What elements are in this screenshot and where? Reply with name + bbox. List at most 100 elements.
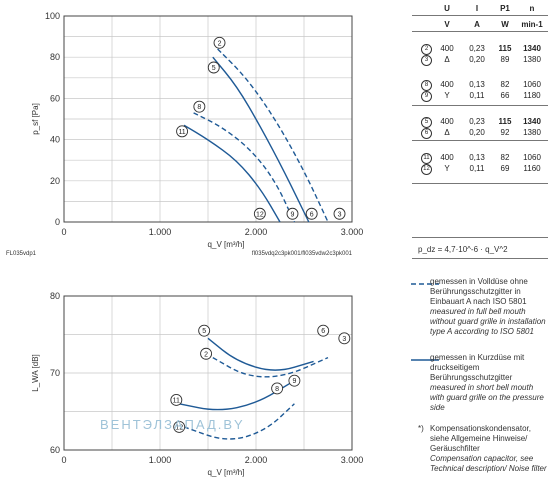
marker-label: 6 bbox=[321, 328, 325, 335]
curve-marker-9: 9 bbox=[288, 374, 301, 387]
legend-dashed-de: gemessen in Volldüse ohne Berührungsschu… bbox=[430, 277, 528, 306]
table-cell: 1060 bbox=[523, 153, 541, 162]
watermark: ВЕНТЭЛЗАПАД.BY bbox=[100, 417, 245, 432]
unit-i: A bbox=[474, 20, 480, 29]
row-marker-circle: 5 bbox=[421, 117, 432, 128]
curve-marker-2: 2 bbox=[213, 36, 226, 49]
table-cell: 0,13 bbox=[469, 80, 485, 89]
table-cell: 115 bbox=[498, 117, 512, 126]
y-tick-label: 100 bbox=[45, 11, 60, 21]
table-row: 9 Y 0,11 66 1180 bbox=[412, 91, 548, 102]
marker-label: 3 bbox=[338, 211, 342, 218]
curve-marker-3: 3 bbox=[338, 332, 351, 345]
unit-p1: W bbox=[501, 20, 509, 29]
table-cell: Δ bbox=[444, 128, 450, 137]
table-row: 5 400 0,23 115 1340 bbox=[412, 117, 548, 128]
curve-marker-9: 9 bbox=[286, 207, 299, 220]
y-tick-label: 40 bbox=[50, 135, 60, 145]
table-cell: 400 bbox=[440, 117, 454, 126]
row-marker-circle: 3 bbox=[421, 55, 432, 66]
legend-note-de: Kompensationskondensator, siehe Allgemei… bbox=[430, 424, 531, 453]
marker-label: 5 bbox=[212, 65, 216, 72]
pressure-formula: p_dz = 4,7·10^-6 · q_V^2 bbox=[418, 245, 508, 254]
header-n: n bbox=[529, 4, 535, 13]
marker-label: 3 bbox=[342, 336, 346, 343]
table-cell: Y bbox=[444, 164, 450, 173]
y-tick-label: 20 bbox=[50, 176, 60, 186]
marker-circle bbox=[338, 332, 351, 345]
marker-label: 5 bbox=[202, 328, 206, 335]
table-cell: 400 bbox=[440, 153, 454, 162]
y-tick-label: 70 bbox=[50, 368, 60, 378]
table-cell: 115 bbox=[498, 44, 512, 53]
row-marker-circle: 12 bbox=[421, 164, 432, 175]
marker-circle bbox=[170, 393, 183, 406]
table-cell: Δ bbox=[444, 55, 450, 64]
header-p1: P1 bbox=[500, 4, 510, 13]
dashed-line-sample bbox=[411, 283, 439, 285]
curve-marker-2: 2 bbox=[200, 347, 213, 360]
table-cell: 0,11 bbox=[469, 91, 485, 100]
marker-circle bbox=[305, 207, 318, 220]
y-axis-label: L_WA [dB] bbox=[31, 354, 40, 392]
marker-circle bbox=[317, 324, 330, 337]
table-cell: 400 bbox=[440, 80, 454, 89]
table-cell: 1160 bbox=[523, 164, 541, 173]
x-axis-label: q_V [m³/h] bbox=[208, 240, 245, 249]
y-tick-label: 0 bbox=[55, 217, 60, 227]
table-cell: Y bbox=[444, 91, 450, 100]
marker-label: 2 bbox=[204, 351, 208, 358]
curve-marker-12: 12 bbox=[253, 207, 266, 220]
table-units-row: V A W min-1 bbox=[412, 20, 548, 30]
x-tick-label: 2.000 bbox=[245, 455, 268, 465]
chart-code-right: fl035vdq2c3pk001/fl035vdw2c3pk001 bbox=[252, 251, 353, 257]
row-marker-circle: 11 bbox=[421, 153, 432, 164]
x-tick-label: 1.000 bbox=[149, 455, 172, 465]
marker-circle bbox=[288, 374, 301, 387]
solid-line-sample bbox=[411, 359, 439, 361]
x-tick-label: 3.000 bbox=[341, 455, 364, 465]
legend-solid: gemessen in Kurzdüse mit druckseitigem B… bbox=[430, 353, 548, 413]
legend-dashed: gemessen in Volldüse ohne Berührungsschu… bbox=[430, 277, 548, 337]
marker-circle bbox=[213, 36, 226, 49]
table-cell: 0,11 bbox=[469, 164, 485, 173]
table-cell: 0,13 bbox=[469, 153, 485, 162]
legend-solid-en: measured in short bell mouth with guard … bbox=[430, 383, 544, 412]
unit-n: min-1 bbox=[521, 20, 543, 29]
marker-circle bbox=[271, 382, 284, 395]
x-axis-label: q_V [m³/h] bbox=[208, 468, 245, 477]
plot-frame bbox=[63, 295, 353, 451]
series-line-5 bbox=[212, 56, 310, 223]
table-cell: 1380 bbox=[523, 55, 541, 64]
table-cell: 0,23 bbox=[469, 44, 485, 53]
x-tick-label: 0 bbox=[61, 455, 66, 465]
marker-label: 9 bbox=[291, 211, 295, 218]
table-row: 2 400 0,23 115 1340 bbox=[412, 44, 548, 55]
legend-note: Kompensationskondensator, siehe Allgemei… bbox=[430, 424, 548, 474]
series-line-12-8 bbox=[183, 403, 295, 440]
marker-circle bbox=[200, 347, 213, 360]
table-row: 3 Δ 0,20 89 1380 bbox=[412, 55, 548, 66]
marker-label: 12 bbox=[256, 211, 264, 218]
table-cell: 66 bbox=[500, 91, 510, 100]
curve-marker-11: 11 bbox=[176, 125, 189, 138]
curve-marker-8: 8 bbox=[271, 382, 284, 395]
marker-circle bbox=[333, 207, 346, 220]
table-cell: 1340 bbox=[523, 117, 541, 126]
table-cell: 0,20 bbox=[469, 55, 485, 64]
table-row: 8 400 0,13 82 1060 bbox=[412, 80, 548, 91]
row-marker-circle: 2 bbox=[421, 44, 432, 55]
table-cell: 82 bbox=[500, 153, 510, 162]
marker-label: 8 bbox=[275, 386, 279, 393]
series-line-2 bbox=[217, 48, 329, 223]
curve-marker-5: 5 bbox=[207, 61, 220, 74]
y-tick-label: 80 bbox=[50, 291, 60, 301]
marker-circle bbox=[286, 207, 299, 220]
row-marker-circle: 6 bbox=[421, 128, 432, 139]
legend-note-en: Compensation capacitor, see Technical de… bbox=[430, 454, 547, 473]
table-cell: 1060 bbox=[523, 80, 541, 89]
unit-u: V bbox=[444, 20, 450, 29]
marker-label: 11 bbox=[178, 129, 185, 136]
curve-marker-6: 6 bbox=[305, 207, 318, 220]
plot-frame bbox=[63, 15, 353, 223]
